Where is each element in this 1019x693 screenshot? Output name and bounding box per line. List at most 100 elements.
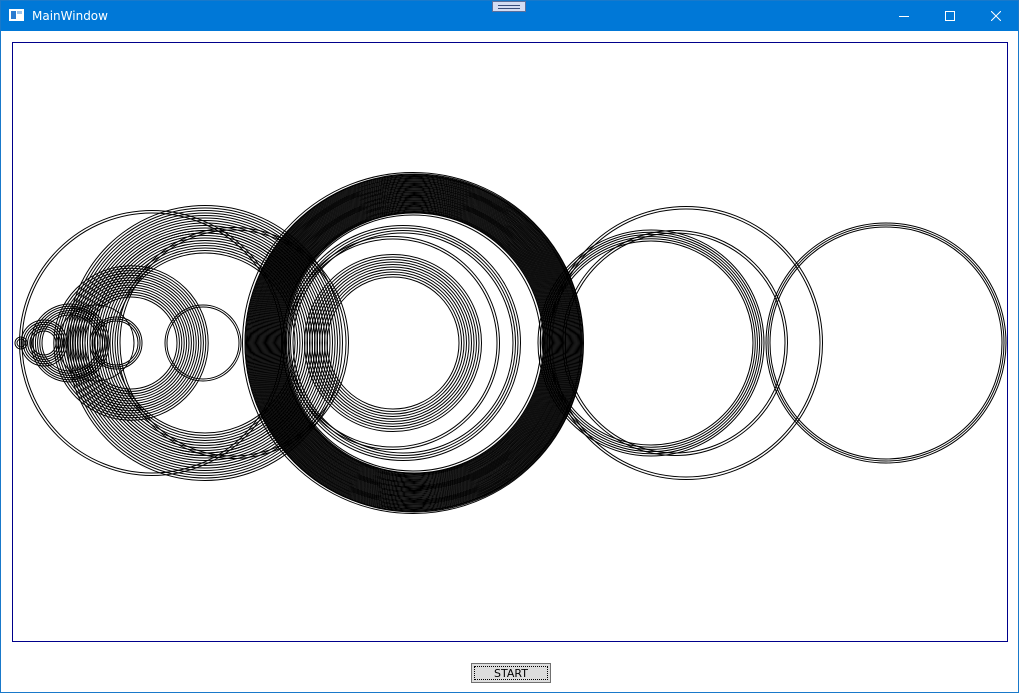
ring-13-0: [292, 232, 514, 454]
ring-19-1: [549, 206, 823, 480]
ring-18-0: [564, 232, 786, 454]
ring-16-27: [257, 186, 571, 500]
ring-16-26: [258, 187, 570, 499]
ring-5-8: [65, 277, 197, 409]
ring-11-4: [316, 266, 470, 420]
ring-8-2: [109, 247, 301, 439]
title-bar[interactable]: MainWindow: [1, 1, 1018, 31]
window-app-icon[interactable]: [9, 9, 24, 21]
ring-11-0: [326, 276, 460, 410]
ring-16-28: [256, 185, 572, 501]
ring-11-5: [314, 264, 472, 422]
ring-16-33: [252, 181, 576, 505]
ring-5-0: [84, 296, 178, 390]
ring-13-2: [287, 227, 519, 459]
ring-8-0: [114, 252, 296, 434]
start-button[interactable]: START: [471, 663, 551, 683]
ring-8-1: [112, 250, 298, 436]
ring-10-1: [117, 227, 349, 459]
ring-11-9: [304, 254, 482, 432]
ring-5-12: [55, 267, 207, 419]
ring-10-0: [119, 229, 347, 457]
maximize-button[interactable]: [927, 1, 973, 31]
ring-14-0: [284, 214, 542, 472]
ring-8-19: [67, 205, 343, 481]
minimize-icon: [899, 16, 909, 17]
ring-19-0: [551, 208, 821, 478]
ring-16-37: [248, 177, 580, 509]
ring-16-35: [250, 179, 578, 507]
ring-16-23: [261, 190, 567, 496]
ring-0-1: [14, 336, 28, 350]
ring-16-0: [283, 212, 545, 474]
ring-8-15: [77, 215, 333, 471]
window-title: MainWindow: [32, 9, 108, 23]
ring-20-2: [765, 222, 1007, 464]
ring-12-0: [288, 238, 498, 448]
ring-4-0: [93, 320, 139, 366]
ring-20-0: [769, 226, 1003, 460]
ring-16-11: [273, 202, 555, 484]
ring-16-39: [246, 175, 582, 511]
ring-5-6: [70, 282, 192, 404]
debug-toolbar-icon[interactable]: [492, 1, 526, 12]
ring-16-4: [279, 208, 549, 478]
ring-16-41: [244, 173, 584, 513]
ring-1-4: [22, 321, 66, 365]
maximize-icon: [945, 11, 955, 21]
ring-7-0: [166, 306, 240, 380]
ring-5-10: [60, 272, 202, 414]
ring-8-17: [72, 210, 338, 476]
close-button[interactable]: [973, 1, 1019, 31]
ring-16-38: [247, 176, 581, 510]
ring-5-13: [53, 265, 209, 421]
ring-7-1: [164, 304, 242, 382]
ring-8-16: [74, 212, 336, 474]
minimize-button[interactable]: [881, 1, 927, 31]
ring-16-14: [270, 199, 558, 487]
ring-11-3: [319, 269, 467, 417]
ring-16-9: [274, 203, 554, 483]
close-icon: [991, 11, 1001, 21]
ring-8-14: [79, 217, 331, 469]
ring-11-6: [311, 261, 475, 425]
ring-11-1: [324, 274, 462, 412]
ring-16-32: [253, 182, 575, 504]
ring-16-2: [281, 210, 547, 476]
drawing-canvas: [12, 42, 1008, 642]
ring-15-1: [242, 172, 584, 514]
ring-16-40: [245, 174, 583, 512]
ring-16-17: [267, 196, 561, 490]
circle-drawing: [14, 172, 1007, 514]
ring-16-29: [255, 184, 573, 502]
ring-11-7: [309, 259, 477, 427]
ring-16-25: [259, 188, 569, 498]
ring-18-1: [562, 230, 788, 456]
ring-17-3: [541, 233, 761, 453]
ring-16-7: [276, 205, 552, 481]
ring-13-1: [290, 230, 516, 456]
ring-17-4: [539, 231, 763, 455]
ring-17-5: [537, 229, 765, 457]
ring-16-31: [254, 183, 574, 503]
ring-8-18: [69, 207, 341, 479]
ring-11-8: [306, 256, 480, 430]
ring-11-2: [321, 271, 465, 415]
ring-17-1: [546, 238, 756, 448]
ring-17-2: [544, 236, 758, 450]
ring-1-2: [27, 326, 61, 360]
ring-16-18: [266, 195, 562, 491]
ring-16-34: [251, 180, 577, 506]
ring-16-30: [255, 184, 573, 502]
ring-16-13: [271, 200, 557, 486]
ring-16-24: [260, 189, 568, 497]
ring-16-10: [274, 203, 554, 483]
ring-16-16: [268, 197, 560, 489]
ring-16-12: [272, 201, 556, 485]
ring-16-36: [249, 178, 579, 508]
ring-5-11: [58, 270, 204, 416]
ring-20-1: [767, 224, 1005, 462]
ring-2-4: [32, 305, 108, 381]
ring-16-15: [269, 198, 559, 488]
ring-12-1: [286, 236, 500, 450]
